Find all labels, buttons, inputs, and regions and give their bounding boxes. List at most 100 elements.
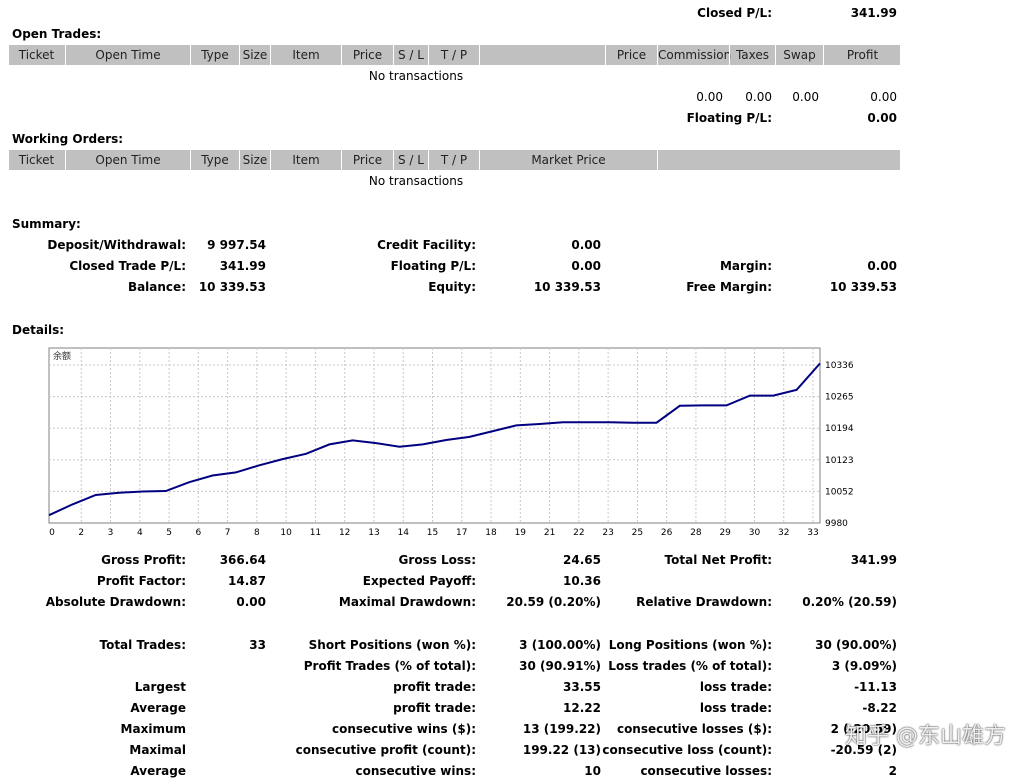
avg-cons-losses-value: 2 bbox=[888, 764, 897, 778]
open-taxes-total: 0.00 bbox=[745, 90, 772, 104]
x-tick-label: 8 bbox=[254, 528, 260, 538]
x-tick-label: 33 bbox=[807, 528, 818, 538]
col-blank bbox=[479, 45, 605, 65]
max-cons-losses-label: consecutive losses ($): bbox=[616, 722, 772, 736]
margin-label: Margin: bbox=[719, 259, 772, 273]
largest-label: Largest bbox=[134, 680, 186, 694]
chart-legend-label: 余额 bbox=[53, 350, 71, 362]
watermark: 知乎 @东山雄方 bbox=[845, 724, 1006, 749]
chart-y-axis: 10336 10265 10194 10123 10052 9980 bbox=[825, 361, 854, 529]
x-tick-label: 30 bbox=[749, 528, 761, 538]
x-tick-label: 10 bbox=[280, 528, 292, 538]
profit-factor-value: 14.87 bbox=[228, 574, 266, 588]
col-commission: Commission bbox=[657, 45, 731, 65]
floating-pl-label: Floating P/L: bbox=[686, 111, 772, 125]
x-tick-label: 3 bbox=[108, 528, 114, 538]
x-tick-label: 2 bbox=[78, 528, 84, 538]
wo-col-size: Size bbox=[239, 150, 270, 170]
maximal-loss-value: -20.59 (2) bbox=[830, 743, 897, 757]
wo-col-type: Type bbox=[190, 150, 239, 170]
open-commission-total: 0.00 bbox=[696, 90, 723, 104]
y-tick-label: 10336 bbox=[825, 361, 854, 371]
maximal-profit-label: consecutive profit (count): bbox=[295, 743, 476, 757]
loss-trades-value: 3 (9.09%) bbox=[831, 659, 897, 673]
x-tick-label: 5 bbox=[166, 528, 172, 538]
long-positions-label: Long Positions (won %): bbox=[608, 638, 772, 652]
profit-trades-value: 30 (90.91%) bbox=[519, 659, 601, 673]
average2-label: Average bbox=[130, 764, 186, 778]
wo-col-tp: T / P bbox=[428, 150, 479, 170]
col-size: Size bbox=[239, 45, 270, 65]
balance-label: Balance: bbox=[127, 280, 186, 294]
profit-trades-label: Profit Trades (% of total): bbox=[303, 659, 476, 673]
closed-trade-value: 341.99 bbox=[219, 259, 266, 273]
equity-label: Equity: bbox=[428, 280, 476, 294]
x-tick-label: 28 bbox=[690, 528, 702, 538]
wo-col-sl: S / L bbox=[393, 150, 428, 170]
working-orders-title: Working Orders: bbox=[12, 132, 124, 146]
chart-x-axis: 0 2 3 4 5 6 7 8 10 11 12 13 14 15 17 18 19 21 22 23 25 26 28 29… bbox=[49, 528, 819, 538]
free-margin-label: Free Margin: bbox=[686, 280, 772, 294]
x-tick-label: 11 bbox=[310, 528, 321, 538]
y-tick-label: 10123 bbox=[825, 456, 854, 466]
col-profit: Profit bbox=[823, 45, 901, 65]
balance-series-line bbox=[48, 362, 821, 517]
closed-pl-label: Closed P/L: bbox=[697, 6, 772, 20]
expected-payoff-value: 10.36 bbox=[563, 574, 601, 588]
abs-drawdown-label: Absolute Drawdown: bbox=[45, 595, 186, 609]
summary-floating-label: Floating P/L: bbox=[390, 259, 476, 273]
max-cons-losses-value: 2 (-20.59) bbox=[830, 722, 897, 736]
deposit-label: Deposit/Withdrawal: bbox=[47, 238, 186, 252]
x-tick-label: 7 bbox=[225, 528, 231, 538]
margin-value: 0.00 bbox=[867, 259, 897, 273]
x-tick-label: 18 bbox=[485, 528, 497, 538]
col-ticket: Ticket bbox=[18, 48, 55, 62]
profit-factor-label: Profit Factor: bbox=[96, 574, 186, 588]
balance-chart: 0 2 3 4 5 6 7 8 10 11 12 13 14 15 17 18 19 21 22 23 25 26 28 29… bbox=[48, 347, 854, 538]
max-cons-wins-label: consecutive wins ($): bbox=[331, 722, 476, 736]
gross-profit-label: Gross Profit: bbox=[101, 553, 186, 567]
col-type: Type bbox=[190, 45, 239, 65]
average-loss-value: -8.22 bbox=[862, 701, 897, 715]
working-orders-header: Ticket Open Time Type Size Item Price S … bbox=[9, 150, 900, 170]
open-swap-total: 0.00 bbox=[792, 90, 819, 104]
closed-pl-value: 341.99 bbox=[850, 6, 897, 20]
summary-floating-value: 0.00 bbox=[571, 259, 601, 273]
x-tick-label: 21 bbox=[544, 528, 555, 538]
loss-trades-label: Loss trades (% of total): bbox=[608, 659, 772, 673]
col-price: Price bbox=[341, 45, 393, 65]
maximal-label: Maximal bbox=[129, 743, 186, 757]
expected-payoff-label: Expected Payoff: bbox=[362, 574, 476, 588]
abs-drawdown-value: 0.00 bbox=[236, 595, 266, 609]
maximum-label: Maximum bbox=[120, 722, 186, 736]
balance-value: 10 339.53 bbox=[198, 280, 266, 294]
x-tick-label: 26 bbox=[661, 528, 673, 538]
x-tick-label: 22 bbox=[573, 528, 584, 538]
equity-value: 10 339.53 bbox=[533, 280, 601, 294]
x-tick-label: 12 bbox=[339, 528, 350, 538]
largest-profit-value: 33.55 bbox=[563, 680, 601, 694]
open-profit-total: 0.00 bbox=[870, 90, 897, 104]
wo-col-ticket: Ticket bbox=[18, 153, 55, 167]
summary-title: Summary: bbox=[12, 217, 81, 231]
y-tick-label: 9980 bbox=[825, 519, 848, 529]
working-orders-empty: No transactions bbox=[368, 174, 464, 188]
x-tick-label: 6 bbox=[195, 528, 201, 538]
gross-loss-label: Gross Loss: bbox=[398, 553, 476, 567]
avg-cons-wins-value: 10 bbox=[584, 764, 601, 778]
x-tick-label: 0 bbox=[49, 528, 55, 538]
x-tick-label: 13 bbox=[368, 528, 379, 538]
wo-col-item: Item bbox=[270, 150, 341, 170]
rel-drawdown-label: Relative Drawdown: bbox=[636, 595, 772, 609]
largest-profit-label: profit trade: bbox=[393, 680, 476, 694]
rel-drawdown-value: 0.20% (20.59) bbox=[802, 595, 897, 609]
maximal-loss-label: consecutive loss (count): bbox=[602, 743, 772, 757]
wo-col-price: Price bbox=[341, 150, 393, 170]
open-trades-header: Ticket Open Time Type Size Item Price S … bbox=[9, 45, 900, 65]
avg-cons-losses-label: consecutive losses: bbox=[640, 764, 772, 778]
col-tp: T / P bbox=[428, 45, 479, 65]
total-net-label: Total Net Profit: bbox=[664, 553, 772, 567]
x-tick-label: 19 bbox=[515, 528, 527, 538]
col-close-price: Price bbox=[605, 45, 657, 65]
avg-cons-wins-label: consecutive wins: bbox=[355, 764, 476, 778]
